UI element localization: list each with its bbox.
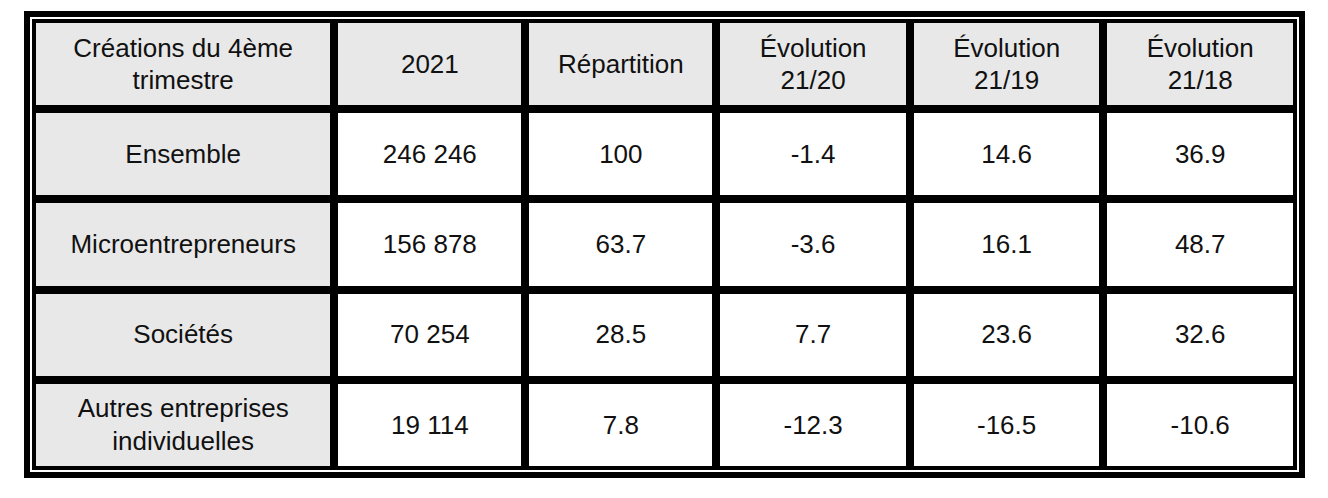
column-header-evolution-21-19: Évolution 21/19 (910, 19, 1104, 109)
data-cell: 19 114 (334, 380, 525, 470)
data-cell: 16.1 (910, 199, 1104, 289)
data-cell: 28.5 (525, 290, 716, 380)
data-cell: -1.4 (716, 109, 910, 199)
data-cell: 32.6 (1103, 290, 1297, 380)
data-cell: 23.6 (910, 290, 1104, 380)
data-cell: 48.7 (1103, 199, 1297, 289)
header-row: Créations du 4ème trimestre 2021 Réparti… (32, 19, 1297, 109)
statistics-table-frame: Créations du 4ème trimestre 2021 Réparti… (24, 11, 1305, 478)
row-label: Microentrepreneurs (32, 199, 334, 289)
table-row-microentrepreneurs: Microentrepreneurs 156 878 63.7 -3.6 16.… (32, 199, 1297, 289)
column-header-evolution-21-20: Évolution 21/20 (716, 19, 910, 109)
data-cell: 156 878 (334, 199, 525, 289)
data-cell: -16.5 (910, 380, 1104, 470)
table-row-ensemble: Ensemble 246 246 100 -1.4 14.6 36.9 (32, 109, 1297, 199)
data-cell: -10.6 (1103, 380, 1297, 470)
data-cell: 246 246 (334, 109, 525, 199)
data-cell: 70 254 (334, 290, 525, 380)
row-label: Autres entreprises individuelles (32, 380, 334, 470)
table-row-autres-entreprises: Autres entreprises individuelles 19 114 … (32, 380, 1297, 470)
data-cell: 36.9 (1103, 109, 1297, 199)
row-label: Sociétés (32, 290, 334, 380)
data-cell: 7.8 (525, 380, 716, 470)
column-header-repartition: Répartition (525, 19, 716, 109)
table-row-societes: Sociétés 70 254 28.5 7.7 23.6 32.6 (32, 290, 1297, 380)
column-header-title: Créations du 4ème trimestre (32, 19, 334, 109)
statistics-table: Créations du 4ème trimestre 2021 Réparti… (32, 19, 1297, 470)
data-cell: 7.7 (716, 290, 910, 380)
column-header-2021: 2021 (334, 19, 525, 109)
data-cell: -3.6 (716, 199, 910, 289)
row-label: Ensemble (32, 109, 334, 199)
data-cell: 63.7 (525, 199, 716, 289)
column-header-evolution-21-18: Évolution 21/18 (1103, 19, 1297, 109)
data-cell: 100 (525, 109, 716, 199)
data-cell: 14.6 (910, 109, 1104, 199)
data-cell: -12.3 (716, 380, 910, 470)
